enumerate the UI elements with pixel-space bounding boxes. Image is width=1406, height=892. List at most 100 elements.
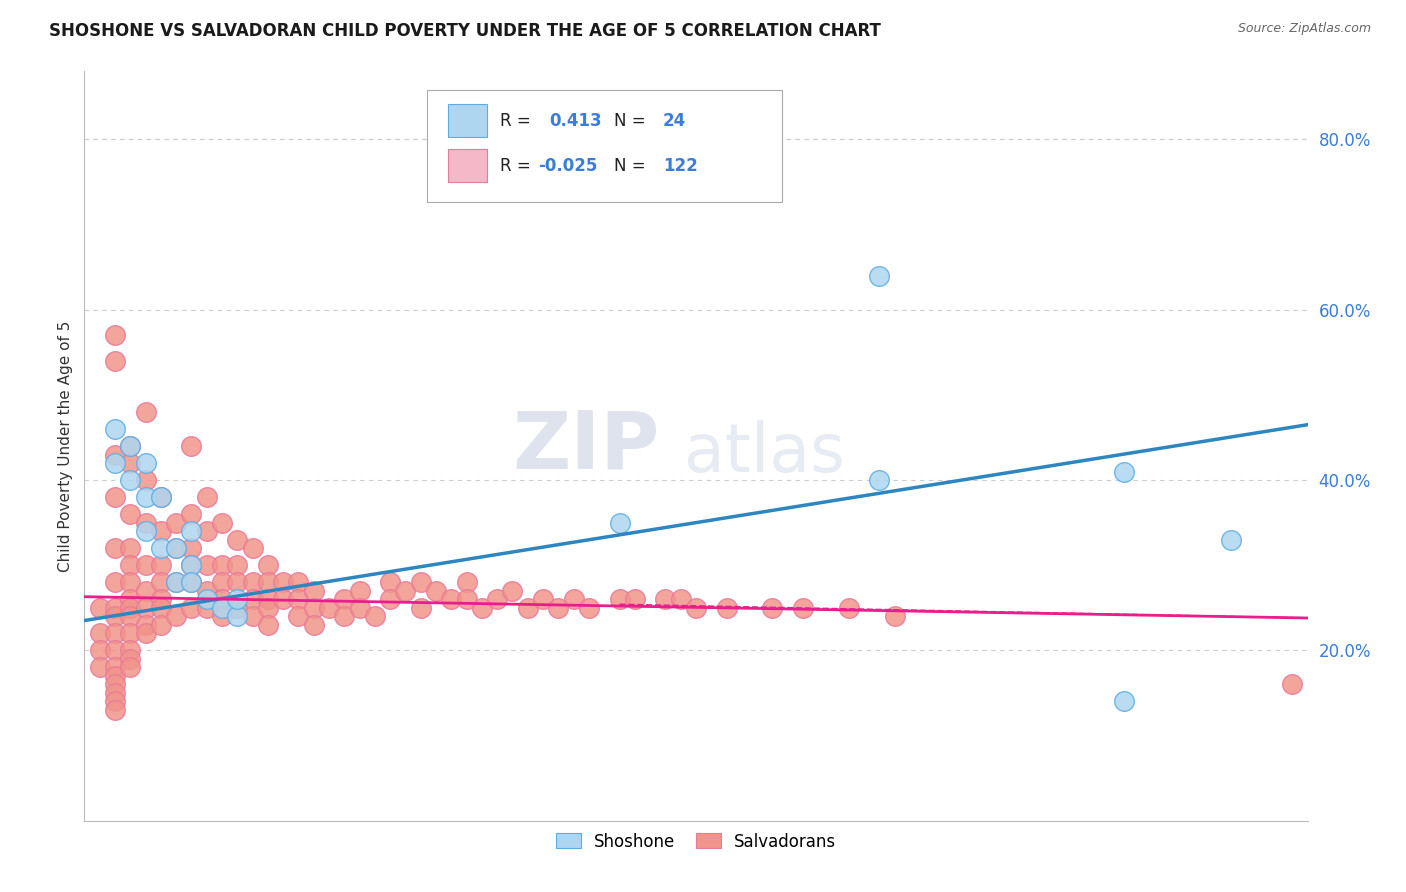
Salvadorans <box>104 490 127 504</box>
Salvadorans <box>669 592 692 607</box>
Salvadorans <box>380 592 402 607</box>
Salvadorans <box>394 583 416 598</box>
Shoshone <box>180 558 202 573</box>
Salvadorans <box>195 600 218 615</box>
Salvadorans <box>180 558 202 573</box>
Salvadorans <box>89 643 111 657</box>
Salvadorans <box>654 592 676 607</box>
Salvadorans <box>104 354 127 368</box>
Salvadorans <box>440 592 463 607</box>
Salvadorans <box>456 575 478 590</box>
Salvadorans <box>211 609 233 624</box>
Salvadorans <box>104 677 127 691</box>
Salvadorans <box>180 541 202 556</box>
Salvadorans <box>302 583 325 598</box>
Text: 24: 24 <box>664 112 686 130</box>
FancyBboxPatch shape <box>427 90 782 202</box>
Salvadorans <box>242 575 264 590</box>
Text: N =: N = <box>614 112 645 130</box>
Salvadorans <box>149 600 172 615</box>
Salvadorans <box>104 609 127 624</box>
Salvadorans <box>120 575 142 590</box>
Shoshone <box>104 422 127 436</box>
Salvadorans <box>364 609 387 624</box>
Salvadorans <box>180 439 202 453</box>
Salvadorans <box>104 626 127 640</box>
Salvadorans <box>104 575 127 590</box>
Text: SHOSHONE VS SALVADORAN CHILD POVERTY UNDER THE AGE OF 5 CORRELATION CHART: SHOSHONE VS SALVADORAN CHILD POVERTY UND… <box>49 22 882 40</box>
Salvadorans <box>609 592 631 607</box>
Salvadorans <box>257 617 280 632</box>
Salvadorans <box>149 575 172 590</box>
Salvadorans <box>226 533 249 547</box>
Salvadorans <box>120 456 142 470</box>
Salvadorans <box>120 541 142 556</box>
Salvadorans <box>135 626 157 640</box>
Salvadorans <box>104 694 127 708</box>
Text: ZIP: ZIP <box>512 407 659 485</box>
Text: N =: N = <box>614 157 645 175</box>
Salvadorans <box>287 592 309 607</box>
Salvadorans <box>226 600 249 615</box>
Salvadorans <box>120 652 142 666</box>
Salvadorans <box>287 575 309 590</box>
Salvadorans <box>195 583 218 598</box>
Salvadorans <box>135 600 157 615</box>
Legend: Shoshone, Salvadorans: Shoshone, Salvadorans <box>550 826 842 857</box>
Salvadorans <box>120 507 142 521</box>
Salvadorans <box>211 558 233 573</box>
Text: R =: R = <box>501 157 531 175</box>
Salvadorans <box>135 617 157 632</box>
Salvadorans <box>120 558 142 573</box>
Salvadorans <box>135 516 157 530</box>
Shoshone <box>135 524 157 538</box>
Salvadorans <box>120 660 142 674</box>
Salvadorans <box>195 558 218 573</box>
Salvadorans <box>761 600 783 615</box>
Salvadorans <box>165 541 187 556</box>
Salvadorans <box>149 617 172 632</box>
Salvadorans <box>257 600 280 615</box>
Salvadorans <box>624 592 647 607</box>
Shoshone <box>135 456 157 470</box>
Salvadorans <box>104 541 127 556</box>
Salvadorans <box>425 583 447 598</box>
Salvadorans <box>135 405 157 419</box>
Shoshone <box>104 456 127 470</box>
Shoshone <box>609 516 631 530</box>
Salvadorans <box>226 558 249 573</box>
Salvadorans <box>242 609 264 624</box>
Salvadorans <box>211 575 233 590</box>
Text: 122: 122 <box>664 157 697 175</box>
Salvadorans <box>120 643 142 657</box>
Salvadorans <box>302 600 325 615</box>
Salvadorans <box>135 583 157 598</box>
Salvadorans <box>89 660 111 674</box>
Salvadorans <box>149 558 172 573</box>
Salvadorans <box>547 600 569 615</box>
Salvadorans <box>211 516 233 530</box>
Salvadorans <box>135 558 157 573</box>
Salvadorans <box>104 703 127 717</box>
Shoshone <box>1114 465 1136 479</box>
Salvadorans <box>257 558 280 573</box>
Salvadorans <box>135 473 157 487</box>
Shoshone <box>120 439 142 453</box>
Shoshone <box>135 490 157 504</box>
Salvadorans <box>685 600 707 615</box>
Salvadorans <box>271 575 294 590</box>
Salvadorans <box>562 592 585 607</box>
Shoshone <box>1220 533 1243 547</box>
Salvadorans <box>716 600 738 615</box>
Salvadorans <box>409 600 432 615</box>
Salvadorans <box>257 592 280 607</box>
Salvadorans <box>578 600 600 615</box>
Salvadorans <box>333 609 356 624</box>
Text: atlas: atlas <box>683 420 845 486</box>
Salvadorans <box>165 575 187 590</box>
Salvadorans <box>318 600 340 615</box>
Salvadorans <box>333 592 356 607</box>
Shoshone <box>180 575 202 590</box>
Shoshone <box>869 473 891 487</box>
Salvadorans <box>149 524 172 538</box>
